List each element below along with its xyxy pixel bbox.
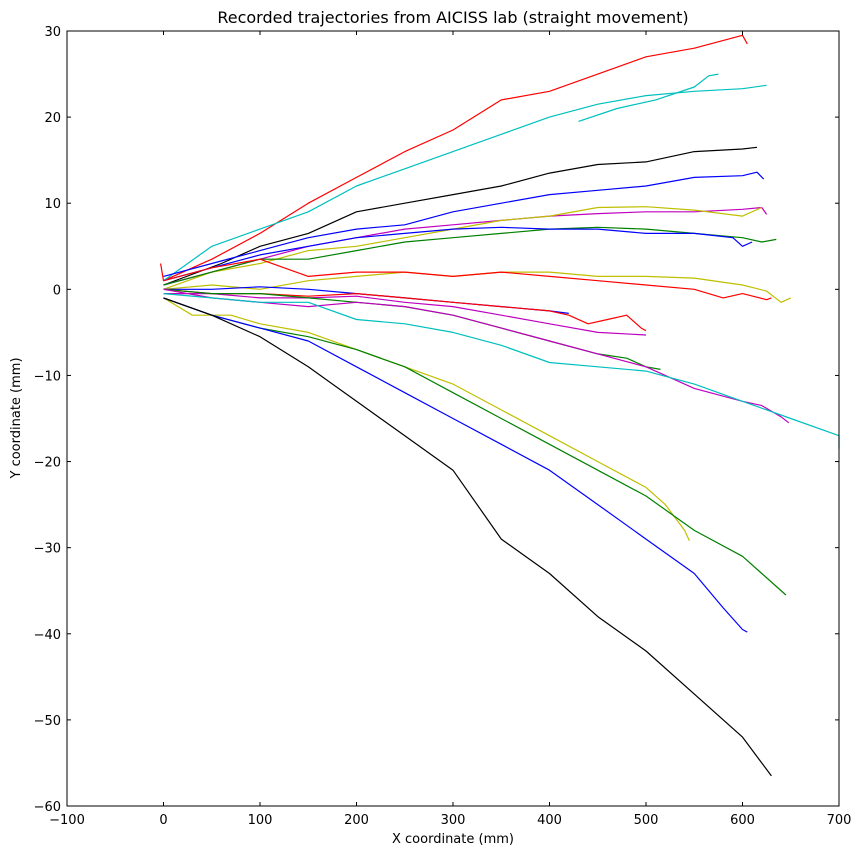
x-axis-label: X coordinate (mm) — [392, 832, 514, 847]
x-tick-label: 500 — [634, 813, 659, 828]
trajectory-line-14 — [163, 293, 647, 336]
trajectory-line-6 — [163, 206, 768, 286]
trajectory-line-18 — [163, 297, 690, 542]
x-axis-ticks: −100 0 100 200 300 400 500 600 700 — [49, 31, 851, 828]
y-tick-label: 30 — [44, 25, 61, 40]
x-tick-label: 100 — [248, 813, 273, 828]
y-tick-label: −60 — [34, 800, 61, 815]
y-tick-label: −20 — [34, 456, 61, 471]
y-tick-label: 0 — [53, 283, 61, 298]
y-axis-ticks: −60 −50 −40 −30 −20 −10 0 10 20 30 — [34, 25, 839, 815]
trajectory-line-16 — [163, 288, 790, 424]
trajectory-line-5 — [163, 171, 765, 277]
x-tick-label: 700 — [827, 813, 852, 828]
x-tick-label: −100 — [49, 813, 85, 828]
x-tick-label: 300 — [441, 813, 466, 828]
y-tick-label: 10 — [44, 197, 61, 212]
x-tick-label: 400 — [537, 813, 562, 828]
trajectory-line-1 — [160, 34, 748, 282]
trajectory-line-10 — [163, 271, 792, 303]
trajectory-line-8 — [163, 226, 777, 286]
trajectory-line-15 — [163, 288, 661, 370]
y-axis-label: Y coordinate (mm) — [9, 357, 24, 479]
y-tick-label: −40 — [34, 628, 61, 643]
y-tick-label: −30 — [34, 542, 61, 557]
y-tick-label: 20 — [44, 111, 61, 126]
y-tick-label: −10 — [34, 369, 61, 384]
trajectory-line-7 — [163, 206, 763, 290]
trajectory-line-4 — [163, 146, 758, 286]
trajectory-line-19 — [163, 297, 787, 596]
x-tick-label: 200 — [344, 813, 369, 828]
trajectory-line-21 — [163, 297, 772, 777]
series-layer — [160, 34, 840, 777]
x-tick-label: 0 — [159, 813, 167, 828]
x-tick-label: 600 — [730, 813, 755, 828]
trajectory-line-20 — [163, 297, 748, 633]
trajectory-line-11 — [163, 258, 772, 301]
trajectory-line-17 — [163, 293, 840, 449]
trajectory-line-2 — [163, 84, 767, 282]
y-tick-label: −50 — [34, 714, 61, 729]
trajectory-line-12 — [163, 286, 569, 314]
trajectory-line-3 — [578, 73, 719, 122]
trajectory-line-9 — [163, 226, 753, 282]
chart-title: Recorded trajectories from AICISS lab (s… — [217, 8, 688, 27]
